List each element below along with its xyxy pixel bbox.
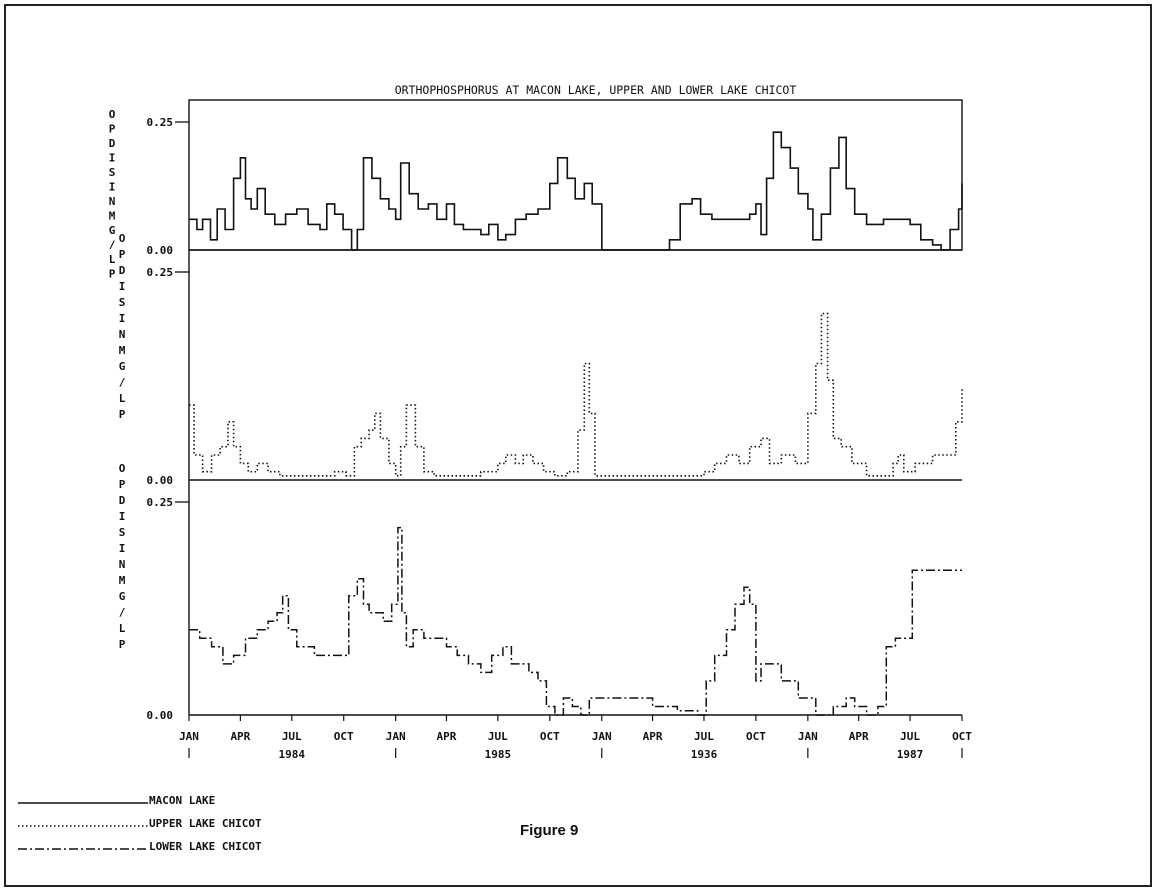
- y-axis-label-char: P: [119, 638, 126, 651]
- y-axis-label-char: L: [119, 392, 126, 405]
- y-axis-label-char: M: [119, 344, 126, 357]
- y-axis-label-char: L: [109, 253, 116, 266]
- y-axis-label-char: I: [109, 152, 116, 165]
- legend-label: LOWER LAKE CHICOT: [149, 840, 262, 853]
- y-axis-label-char: P: [119, 408, 126, 421]
- x-tick-label: JUL: [900, 730, 920, 743]
- y-axis-label-char: O: [109, 108, 116, 121]
- y-axis-label-char: M: [109, 210, 116, 223]
- x-tick-label: JAN: [386, 730, 406, 743]
- x-tick-label: APR: [849, 730, 869, 743]
- y-axis-label-char: G: [119, 360, 126, 373]
- y-axis-label-char: /: [109, 239, 116, 252]
- x-tick-label: JAN: [798, 730, 818, 743]
- y-axis-label-char: D: [109, 137, 116, 150]
- x-tick-label: JAN: [179, 730, 199, 743]
- year-label: 1985: [485, 748, 512, 761]
- y-axis-label-char: G: [109, 224, 116, 237]
- y-axis-label-char: N: [119, 328, 126, 341]
- x-tick-label: JUL: [694, 730, 714, 743]
- legend-label: UPPER LAKE CHICOT: [149, 817, 262, 830]
- y-tick-label: 0.25: [147, 266, 174, 279]
- series-line-2: [189, 312, 963, 477]
- y-axis-label-char: P: [109, 268, 116, 281]
- chart-title: ORTHOPHOSPHORUS AT MACON LAKE, UPPER AND…: [395, 83, 797, 97]
- x-tick-label: JAN: [592, 730, 612, 743]
- y-axis-label-char: S: [119, 296, 126, 309]
- y-axis-label-char: S: [119, 526, 126, 539]
- x-tick-label: OCT: [952, 730, 972, 743]
- y-axis-label-char: D: [119, 264, 126, 277]
- x-tick-label: JUL: [282, 730, 302, 743]
- y-axis-label-char: I: [119, 510, 126, 523]
- y-axis-label-char: D: [119, 494, 126, 507]
- year-label: 1987: [897, 748, 924, 761]
- x-tick-label: APR: [437, 730, 457, 743]
- figure-frame: [4, 4, 1152, 887]
- y-tick-label: 0.25: [147, 116, 174, 129]
- y-axis-label-char: P: [109, 123, 116, 136]
- y-axis-label-char: N: [119, 558, 126, 571]
- y-axis-label-char: P: [119, 478, 126, 491]
- y-axis-label-char: I: [109, 181, 116, 194]
- y-tick-label: 0.00: [147, 709, 174, 722]
- figure-caption: Figure 9: [520, 822, 579, 839]
- axes: ORTHOPHOSPHORUS AT MACON LAKE, UPPER AND…: [109, 83, 973, 761]
- y-axis-label-char: I: [119, 542, 126, 555]
- y-axis-label-char: O: [119, 462, 126, 475]
- y-axis-label-char: N: [109, 195, 116, 208]
- y-tick-label: 0.25: [147, 496, 174, 509]
- y-axis-label-char: O: [119, 232, 126, 245]
- y-axis-label-char: S: [109, 166, 116, 179]
- x-tick-label: OCT: [334, 730, 354, 743]
- year-label: 1984: [279, 748, 306, 761]
- x-tick-label: JUL: [488, 730, 508, 743]
- y-axis-label-char: M: [119, 574, 126, 587]
- x-tick-label: APR: [643, 730, 663, 743]
- y-axis-label-char: /: [119, 376, 126, 389]
- y-axis-label-char: I: [119, 280, 126, 293]
- series-group: [189, 131, 963, 716]
- series-line-1: [189, 131, 963, 251]
- legend: MACON LAKE UPPER LAKE CHICOT LOWER LAKE CH…: [18, 794, 262, 853]
- y-axis-label-char: I: [119, 312, 126, 325]
- y-axis-label-char: /: [119, 606, 126, 619]
- y-axis-label-char: L: [119, 622, 126, 635]
- x-tick-label: APR: [230, 730, 250, 743]
- x-tick-label: OCT: [746, 730, 766, 743]
- legend-label: MACON LAKE: [149, 794, 215, 807]
- y-axis-label-char: G: [119, 590, 126, 603]
- y-axis-label-char: P: [119, 248, 126, 261]
- x-tick-label: OCT: [540, 730, 560, 743]
- y-tick-label: 0.00: [147, 474, 174, 487]
- series-line-3: [189, 526, 962, 716]
- year-label: 1936: [691, 748, 718, 761]
- y-tick-label: 0.00: [147, 244, 174, 257]
